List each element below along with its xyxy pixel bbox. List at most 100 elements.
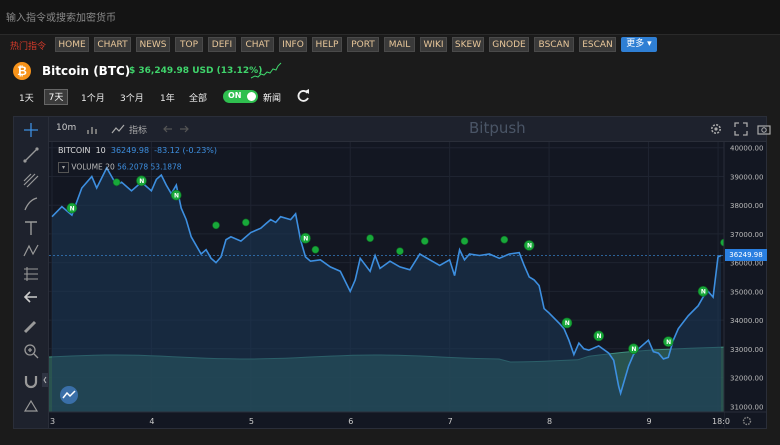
- news-marker: [112, 178, 121, 187]
- settings-gear-icon[interactable]: [709, 122, 723, 136]
- cmd-bscan-button[interactable]: BSCAN: [534, 37, 574, 52]
- toggle-state-label: ON: [228, 91, 242, 100]
- range-all-button[interactable]: 全部: [189, 94, 208, 104]
- search-input[interactable]: [4, 8, 508, 28]
- camera-icon[interactable]: [757, 122, 771, 136]
- indicators-button[interactable]: 指标: [129, 126, 148, 136]
- tradingview-logo-icon: [60, 386, 78, 404]
- y-tick-label: 34000.00: [730, 317, 763, 325]
- collapse-toolbar-icon[interactable]: [42, 373, 48, 387]
- news-marker-dot: [593, 330, 605, 342]
- news-marker-dot: [396, 247, 404, 255]
- legend-change: -83.12 (-0.23%): [154, 146, 218, 155]
- news-marker-dot: [212, 221, 220, 230]
- fullscreen-icon[interactable]: [734, 122, 748, 136]
- news-marker: N: [523, 240, 535, 251]
- news-marker-label: N: [666, 339, 671, 346]
- search-bar: [0, 0, 780, 35]
- bar-style-icon[interactable]: [86, 123, 100, 135]
- news-marker: N: [628, 343, 639, 355]
- forecast-tool-icon[interactable]: [21, 265, 41, 283]
- refresh-icon[interactable]: [295, 88, 311, 106]
- cmd-port-button[interactable]: PORT: [347, 37, 379, 52]
- chart-top-toolbar: 10m 指标 Bitpush: [49, 117, 771, 142]
- news-marker-dot: [561, 317, 573, 329]
- coin-name: Bitcoin (BTC): [42, 64, 131, 78]
- news-marker: N: [697, 286, 709, 297]
- y-tick-label: 31000.00: [730, 403, 763, 411]
- coin-price: $ 36,249.98 USD (13.12%): [129, 66, 263, 76]
- y-tick-label: 37000.00: [730, 231, 763, 239]
- price-area: [52, 167, 721, 412]
- ruler-icon[interactable]: [21, 318, 41, 336]
- news-marker: [420, 237, 429, 245]
- bitpush-watermark: Bitpush: [469, 119, 526, 137]
- cmd-mail-button[interactable]: MAIL: [384, 37, 415, 52]
- pattern-tool-icon[interactable]: [21, 242, 41, 260]
- brush-icon[interactable]: [21, 195, 41, 213]
- fib-tool-icon[interactable]: [21, 171, 41, 189]
- interval-10m-button[interactable]: 10m: [56, 123, 77, 133]
- cmd-defi-button[interactable]: DEFI: [208, 37, 236, 52]
- news-marker-label: N: [631, 346, 636, 353]
- x-tick-label: 9: [646, 417, 651, 426]
- cmd-info-button[interactable]: INFO: [279, 37, 307, 52]
- y-tick-label: 38000.00: [730, 202, 763, 210]
- cmd-chat-button[interactable]: CHAT: [241, 37, 274, 52]
- range-7d-button[interactable]: 7天: [44, 89, 68, 105]
- volume-label: VOLUME: [71, 162, 103, 172]
- collapse-legend-icon[interactable]: ▾: [58, 162, 69, 173]
- cmd-escan-button[interactable]: ESCAN: [579, 37, 616, 52]
- cmd-home-button[interactable]: HOME: [55, 37, 89, 52]
- axis-settings-icon[interactable]: [741, 415, 753, 427]
- trend-line-icon[interactable]: [21, 146, 41, 164]
- cmd-top-button[interactable]: TOP: [175, 37, 203, 52]
- volume-ma: 53.1878: [150, 162, 182, 172]
- news-marker-label: N: [70, 205, 75, 212]
- x-tick-label: 7: [448, 417, 453, 426]
- news-toggle[interactable]: ON: [223, 90, 258, 103]
- drawing-toolbar: [14, 117, 49, 428]
- news-marker-dot: [136, 175, 147, 187]
- news-marker: [311, 245, 320, 254]
- news-marker: [242, 218, 250, 227]
- coin-header: ₿ Bitcoin (BTC) $ 36,249.98 USD (13.12%): [0, 58, 780, 84]
- news-marker-label: N: [701, 289, 706, 296]
- news-marker: N: [136, 175, 147, 187]
- range-1y-button[interactable]: 1年: [160, 94, 175, 104]
- news-marker-label: N: [527, 243, 532, 250]
- cmd-help-button[interactable]: HELP: [312, 37, 342, 52]
- y-tick-label: 40000.00: [730, 145, 763, 153]
- range-3m-button[interactable]: 3个月: [120, 94, 144, 104]
- x-tick-label: 6: [348, 417, 353, 426]
- y-tick-label: 33000.00: [730, 346, 763, 354]
- news-marker-dot: [112, 178, 121, 187]
- crosshair-icon[interactable]: [21, 121, 41, 139]
- x-tick-label: 18:0: [712, 417, 730, 426]
- price-chart[interactable]: N N N N N N N N N N 40000.00 39000.00 38000.00 37000…: [14, 117, 768, 430]
- undo-redo-icon[interactable]: [161, 123, 191, 135]
- y-tick-label: 36000.00: [730, 260, 763, 268]
- cmd-chart-button[interactable]: CHART: [94, 37, 131, 52]
- volume-legend: ▾ VOLUME 20 56.2078 53.1878: [58, 162, 182, 173]
- indicator-icon[interactable]: [111, 123, 125, 135]
- news-marker-label: N: [139, 178, 144, 185]
- cmd-wiki-button[interactable]: WIKI: [420, 37, 447, 52]
- magnet-icon[interactable]: [21, 372, 41, 390]
- hot-commands-label: 热门指令: [10, 42, 47, 52]
- text-tool-icon[interactable]: [21, 219, 41, 237]
- x-tick-label: 3: [50, 417, 55, 426]
- news-marker-dot: [66, 202, 78, 214]
- range-1d-button[interactable]: 1天: [19, 94, 34, 104]
- range-1m-button[interactable]: 1个月: [81, 94, 105, 104]
- news-marker-dot: [366, 234, 374, 243]
- cmd-news-button[interactable]: NEWS: [136, 37, 170, 52]
- lock-drawing-icon[interactable]: [21, 396, 41, 414]
- back-arrow-icon[interactable]: [21, 288, 41, 306]
- cmd-gnode-button[interactable]: GNODE: [489, 37, 529, 52]
- y-tick-label: 35000.00: [730, 288, 763, 296]
- cmd-skew-button[interactable]: SKEW: [452, 37, 484, 52]
- more-commands-button[interactable]: 更多 ▾: [621, 37, 657, 52]
- zoom-in-icon[interactable]: [21, 342, 41, 360]
- news-marker: [500, 235, 509, 244]
